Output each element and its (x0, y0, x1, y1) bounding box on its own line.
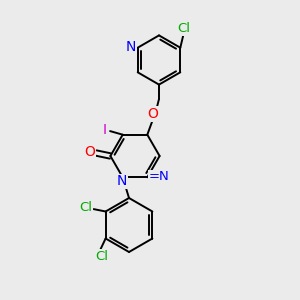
Text: Cl: Cl (79, 201, 92, 214)
Text: O: O (84, 146, 95, 159)
Text: =N: =N (149, 170, 170, 183)
Text: N: N (126, 40, 136, 54)
Text: N: N (117, 174, 127, 188)
Text: Cl: Cl (95, 250, 108, 263)
Text: Cl: Cl (178, 22, 191, 35)
Text: I: I (103, 123, 107, 137)
Text: O: O (148, 107, 158, 121)
